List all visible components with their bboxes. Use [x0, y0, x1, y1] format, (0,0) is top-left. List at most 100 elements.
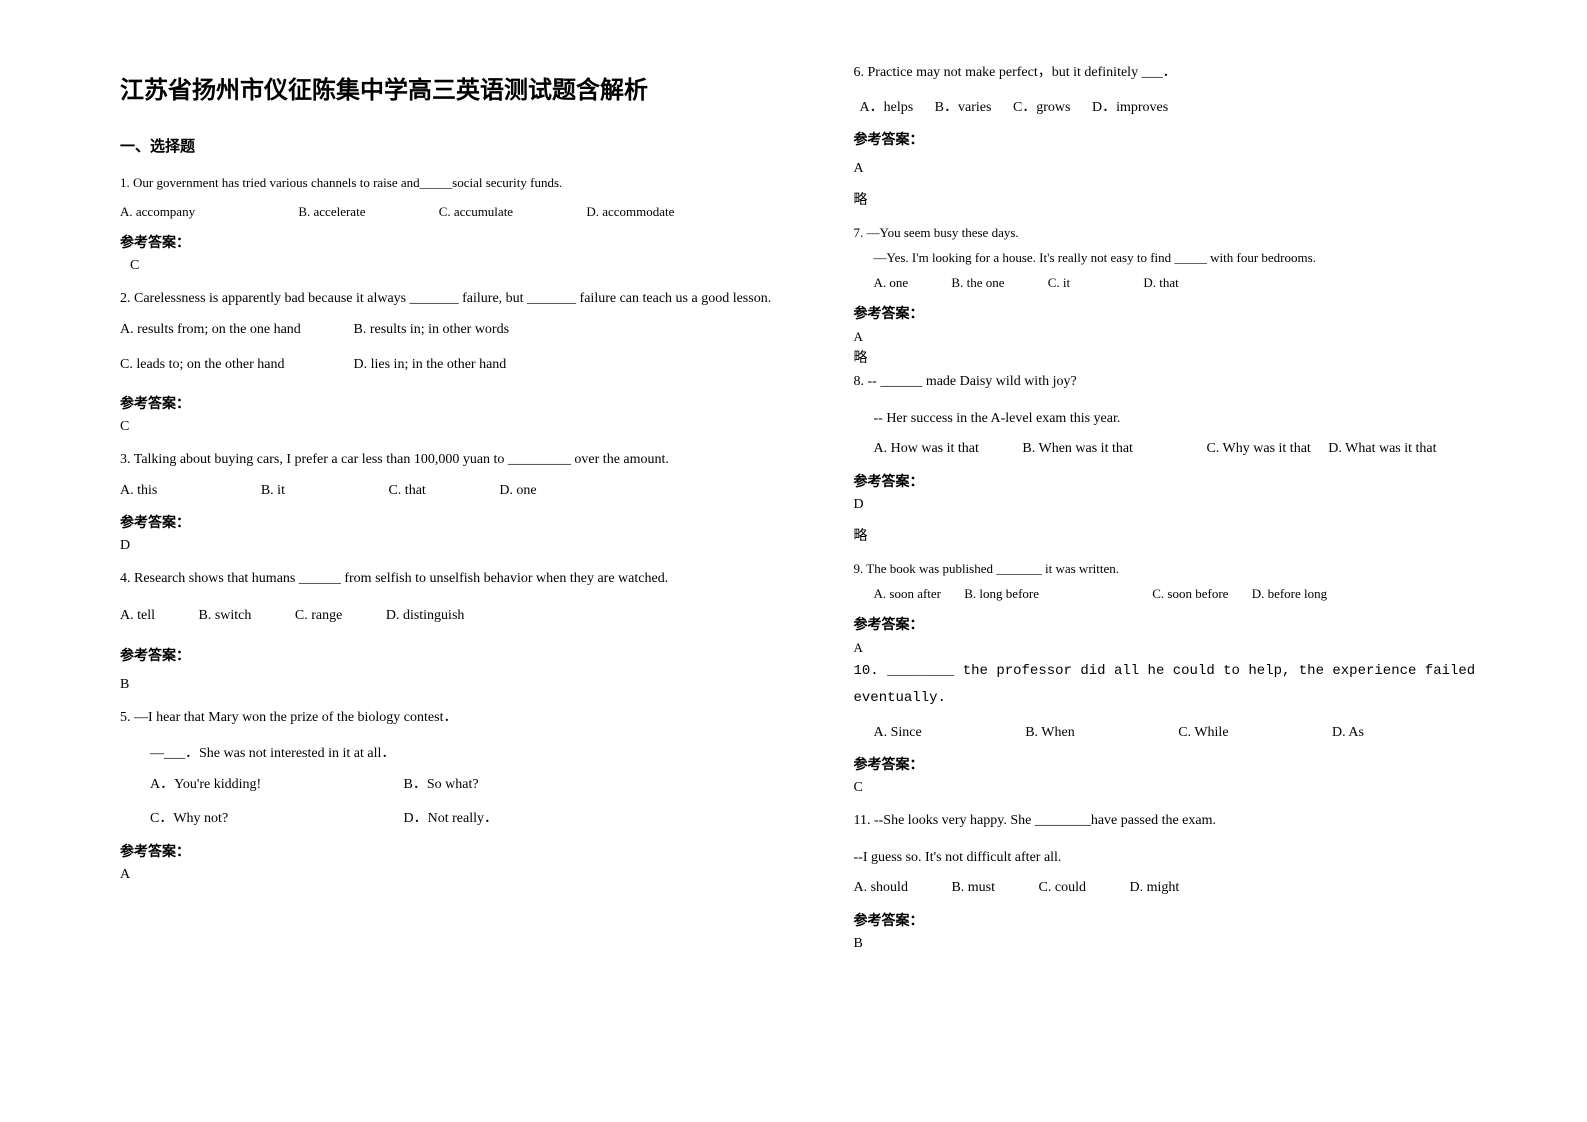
q6-opt-b: B．varies — [935, 95, 992, 122]
q5-answer-label: 参考答案： — [120, 841, 774, 861]
q6-stem: 6. Practice may not make perfect，but it … — [854, 60, 1508, 87]
q3-options: A. this B. it C. that D. one — [120, 478, 774, 505]
q8-stem: 8. -- ______ made Daisy wild with joy? — [854, 369, 1508, 396]
q9-answer: A — [854, 640, 1508, 656]
q9-opt-a: A. soon after — [874, 582, 942, 607]
q3-opt-a: A. this — [120, 478, 157, 505]
q8-opt-c: C. Why was it that — [1206, 436, 1310, 463]
q7-opt-d: D. that — [1143, 271, 1178, 296]
q3-opt-c: C. that — [388, 478, 425, 505]
q10-opt-c: C. While — [1178, 720, 1228, 747]
q5-options-row2: C．Why not? D．Not really． — [150, 806, 774, 833]
q11-stem: 11. --She looks very happy. She ________… — [854, 808, 1508, 835]
q4-answer-label: 参考答案： — [120, 645, 774, 665]
q3-answer-label: 参考答案： — [120, 512, 774, 532]
q8-opt-a: A. How was it that — [874, 436, 979, 463]
q11-opt-c: C. could — [1039, 875, 1086, 902]
q3-opt-b: B. it — [261, 478, 285, 505]
q4-opt-c: C. range — [295, 603, 342, 630]
q9-opt-c: C. soon before — [1152, 582, 1228, 607]
q8-answer: D — [854, 497, 1508, 513]
q9-answer-label: 参考答案： — [854, 614, 1508, 634]
q4-opt-b: B. switch — [199, 603, 252, 630]
q7-stem2: —Yes. I'm looking for a house. It's real… — [874, 246, 1508, 271]
q11-answer-label: 参考答案： — [854, 910, 1508, 930]
q6-opt-d: D．improves — [1092, 95, 1168, 122]
q1-opt-c: C. accumulate — [439, 200, 513, 225]
q4-stem: 4. Research shows that humans ______ fro… — [120, 566, 774, 593]
q5-opt-d: D．Not really． — [404, 806, 498, 833]
q10-stem: 10. ________ the professor did all he co… — [854, 658, 1508, 711]
q10-options: A. Since B. When C. While D. As — [874, 720, 1508, 747]
q6-opt-c: C．grows — [1013, 95, 1071, 122]
q4-opt-a: A. tell — [120, 603, 155, 630]
q2-opt-a: A. results from; on the one hand — [120, 317, 350, 344]
q8-opt-b: B. When was it that — [1022, 436, 1133, 463]
q10-answer-label: 参考答案： — [854, 754, 1508, 774]
q4-options: A. tell B. switch C. range D. distinguis… — [120, 603, 774, 630]
q10-answer: C — [854, 780, 1508, 796]
right-column: 6. Practice may not make perfect，but it … — [814, 50, 1528, 1092]
q5-stem: 5. —I hear that Mary won the prize of th… — [120, 705, 774, 732]
q7-answer-label: 参考答案： — [854, 303, 1508, 323]
q11-opt-a: A. should — [854, 875, 908, 902]
q1-options: A. accompany B. accelerate C. accumulate… — [120, 200, 774, 225]
q7-opt-b: B. the one — [951, 271, 1004, 296]
q2-opt-d: D. lies in; in the other hand — [354, 352, 507, 379]
q5-opt-a: A．You're kidding! — [150, 772, 400, 799]
q10-opt-a: A. Since — [874, 720, 922, 747]
q7-stem: 7. —You seem busy these days. — [854, 221, 1508, 246]
q2-stem: 2. Carelessness is apparently bad becaus… — [120, 286, 774, 313]
section-heading: 一、选择题 — [120, 135, 774, 156]
q5-answer: A — [120, 867, 774, 883]
q7-answer: A — [854, 329, 1508, 345]
q7-opt-a: A. one — [874, 271, 909, 296]
q9-opt-b: B. long before — [964, 582, 1039, 607]
q5-opt-b: B．So what? — [404, 772, 479, 799]
q10-opt-b: B. When — [1025, 720, 1075, 747]
q1-opt-b: B. accelerate — [298, 200, 365, 225]
doc-title: 江苏省扬州市仪征陈集中学高三英语测试题含解析 — [120, 70, 774, 105]
q2-answer: C — [120, 419, 774, 435]
q8-answer-label: 参考答案： — [854, 471, 1508, 491]
q1-stem: 1. Our government has tried various chan… — [120, 171, 774, 196]
q5-stem2: —___．She was not interested in it at all… — [150, 741, 774, 768]
q4-answer: B — [120, 677, 774, 693]
q11-stem2: --I guess so. It's not difficult after a… — [854, 845, 1508, 872]
page-container: 江苏省扬州市仪征陈集中学高三英语测试题含解析 一、选择题 1. Our gove… — [0, 0, 1587, 1122]
q11-opt-b: B. must — [951, 875, 995, 902]
q5-options-row1: A．You're kidding! B．So what? — [150, 772, 774, 799]
q7-options: A. one B. the one C. it D. that — [874, 271, 1508, 296]
q3-opt-d: D. one — [499, 478, 536, 505]
q7-opt-c: C. it — [1048, 271, 1070, 296]
q1-opt-d: D. accommodate — [586, 200, 674, 225]
q11-opt-d: D. might — [1129, 875, 1179, 902]
q2-answer-label: 参考答案： — [120, 393, 774, 413]
q8-skip: 略 — [854, 525, 1508, 545]
q1-answer: C — [130, 258, 774, 274]
q9-options: A. soon after B. long before C. soon bef… — [874, 582, 1508, 607]
q8-options: A. How was it that B. When was it that C… — [874, 436, 1508, 463]
q5-opt-c: C．Why not? — [150, 806, 400, 833]
q1-opt-a: A. accompany — [120, 200, 195, 225]
q8-stem2: -- Her success in the A-level exam this … — [874, 406, 1508, 433]
left-column: 江苏省扬州市仪征陈集中学高三英语测试题含解析 一、选择题 1. Our gove… — [100, 50, 814, 1092]
q10-opt-d: D. As — [1332, 720, 1364, 747]
q6-opt-a: A．helps — [860, 95, 914, 122]
q2-options-row1: A. results from; on the one hand B. resu… — [120, 317, 774, 344]
q4-opt-d: D. distinguish — [386, 603, 465, 630]
q1-answer-label: 参考答案： — [120, 232, 774, 252]
q2-opt-c: C. leads to; on the other hand — [120, 352, 350, 379]
q2-opt-b: B. results in; in other words — [354, 317, 510, 344]
q3-answer: D — [120, 538, 774, 554]
q7-skip: 略 — [854, 347, 1508, 367]
q9-stem: 9. The book was published _______ it was… — [854, 557, 1508, 582]
q6-skip: 略 — [854, 189, 1508, 209]
q6-answer: A — [854, 161, 1508, 177]
q11-options: A. should B. must C. could D. might — [854, 875, 1508, 902]
q2-options-row2: C. leads to; on the other hand D. lies i… — [120, 352, 774, 379]
q3-stem: 3. Talking about buying cars, I prefer a… — [120, 447, 774, 474]
q8-opt-d: D. What was it that — [1328, 436, 1436, 463]
q11-answer: B — [854, 936, 1508, 952]
q6-answer-label: 参考答案： — [854, 129, 1508, 149]
